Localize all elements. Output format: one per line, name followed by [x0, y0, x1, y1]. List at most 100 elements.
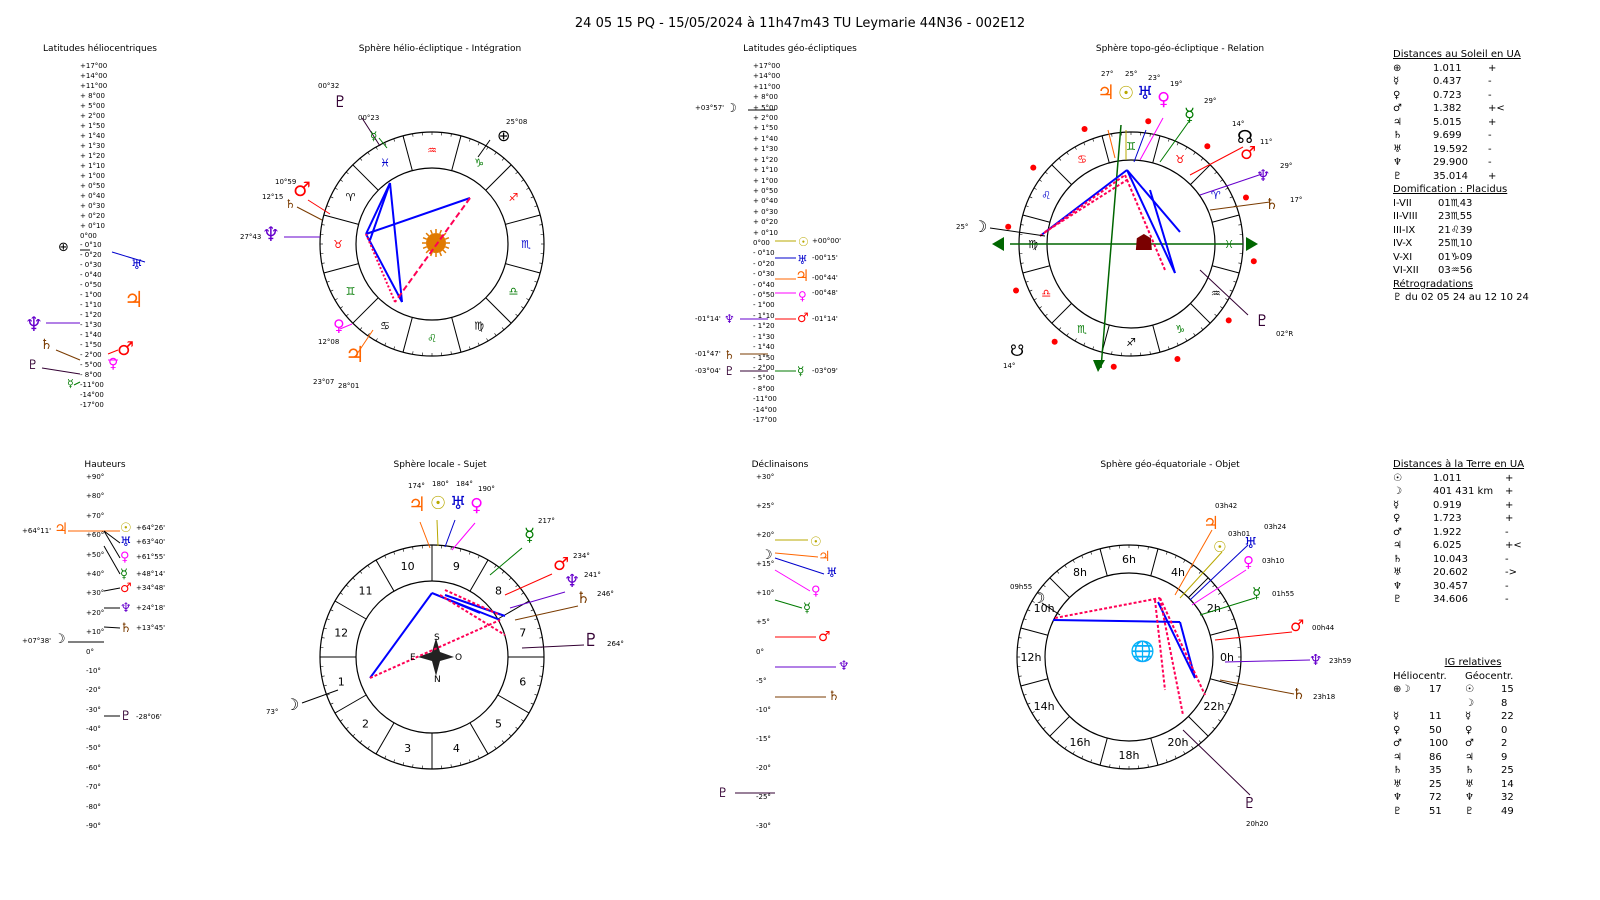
- house-dot: [1242, 194, 1249, 201]
- local-wheel-tick: [459, 762, 462, 766]
- eq-sun-label: 03h01: [1228, 530, 1251, 538]
- planet-pointer: [1191, 569, 1247, 606]
- panel-title-geo-lat: Latitudes géo-écliptiques: [743, 44, 857, 54]
- distance-value: 20.602: [1433, 567, 1468, 578]
- scale-tick: + 2°00: [80, 111, 105, 120]
- house-axis: II-VIII: [1393, 211, 1418, 222]
- planet-pointer: [1159, 119, 1191, 163]
- planet-pointer: [301, 689, 339, 704]
- scale-tick: +40°: [86, 569, 105, 578]
- topo-mercury-icon: ☿: [1184, 105, 1196, 126]
- south-arrow-icon: [1093, 360, 1105, 372]
- local-wheel-tick: [450, 546, 452, 550]
- scale-tick: + 1°10: [80, 161, 105, 170]
- planet-glyph: ♇: [1393, 170, 1402, 182]
- geo-glyph: ♃: [1465, 751, 1474, 763]
- house-cusp: 01♑09: [1438, 251, 1473, 263]
- helio-wheel-tick: [508, 164, 512, 168]
- earth-distance-title: Distances à la Terre en UA: [1393, 459, 1525, 470]
- equatorial-wheel-tick: [1165, 759, 1168, 763]
- planet-glyph: ☿: [1393, 499, 1400, 511]
- planet-pointer: [1214, 631, 1293, 641]
- local-jupiter-icon: ♃: [408, 492, 426, 516]
- geo-glyph: ♆: [1465, 792, 1474, 803]
- trend-sign: +: [1488, 62, 1497, 74]
- eq-uranus-label: 03h24: [1264, 523, 1287, 531]
- helio-wheel-tick: [346, 313, 349, 317]
- distance-value: 35.014: [1433, 170, 1468, 182]
- aspect-line: [369, 592, 433, 679]
- topo-wheel-label: ♉: [1175, 153, 1185, 166]
- scale-tick: -11°00: [80, 381, 104, 390]
- h-moon-label: +07°38': [22, 637, 52, 645]
- equatorial-wheel-tick: [1064, 565, 1067, 568]
- local-wheel-tick: [346, 584, 349, 588]
- helio-wheel-tick: [346, 171, 349, 175]
- geo-uranus-label: -00°15': [812, 254, 838, 262]
- helio-wheel-tick: [521, 306, 524, 309]
- topo-wheel-divider: [1022, 265, 1050, 274]
- helio-wheel-tick: [486, 146, 489, 150]
- equatorial-wheel-tick: [1183, 559, 1186, 563]
- d-pointer: [774, 569, 811, 592]
- h-saturn-label: +13°45': [136, 624, 166, 632]
- domification-row: VI-XII 03♒56: [1393, 264, 1573, 278]
- local-label-241: 241°: [584, 571, 601, 579]
- local-wheel-tick: [477, 755, 480, 759]
- ig-row: ♀ 50 ♀ 0: [1393, 724, 1553, 738]
- scale-tick: -70°: [86, 783, 101, 792]
- equatorial-wheel-label: 0h: [1220, 651, 1234, 664]
- topo-wheel-tick: [1111, 133, 1113, 137]
- scale-tick: - 1°30: [80, 321, 102, 330]
- equatorial-wheel-tick: [1109, 764, 1111, 768]
- trend-sign: -: [1488, 143, 1492, 155]
- planet-pointer: [339, 323, 353, 330]
- local-wheel-tick: [521, 719, 524, 722]
- planet-pointer: [436, 519, 439, 547]
- helio-wheel-label: ♑: [474, 157, 484, 170]
- planet-pointer: [1107, 129, 1116, 159]
- helio-wheel-divider: [485, 164, 512, 191]
- eq-uranus-icon: ♅: [1244, 534, 1258, 552]
- planet-pointer: [1189, 146, 1244, 176]
- house-dot: [1110, 363, 1117, 370]
- helio-wheel-label: ♌: [427, 332, 437, 345]
- equatorial-wheel-tick: [1231, 693, 1235, 696]
- topo-wheel-tick: [1214, 171, 1217, 175]
- topo-wheel-tick: [1051, 320, 1055, 324]
- d-pointer: [774, 599, 803, 609]
- planet-glyph: ♃: [1393, 540, 1402, 551]
- equatorial-wheel-tick: [1023, 693, 1027, 696]
- scale-tick: +11°00: [753, 82, 781, 91]
- house-dot: [1013, 287, 1020, 294]
- equatorial-wheel-label: 14h: [1034, 700, 1055, 713]
- local-wheel-tick: [501, 740, 505, 743]
- aspect-line: [431, 592, 481, 614]
- helio-wheel-tick: [515, 313, 518, 317]
- equatorial-wheel-divider: [1210, 678, 1238, 687]
- pluto-icon: ♇: [27, 358, 39, 373]
- helio-wheel-tick: [494, 152, 497, 155]
- local-wheel-tick: [340, 719, 343, 722]
- equatorial-wheel-tick: [1231, 618, 1235, 621]
- local-wheel-tick: [330, 702, 334, 705]
- geo-value: 2: [1501, 738, 1508, 749]
- topo-label-29a: 29°: [1204, 97, 1217, 105]
- house-axis: VI-XII: [1393, 265, 1419, 276]
- helio-pluto-icon: ♇: [333, 92, 348, 111]
- geo-jupiter-icon: ♃: [795, 266, 810, 285]
- planet-pointer: [307, 199, 331, 215]
- local-label-217: 217°: [538, 517, 555, 525]
- local-wheel-tick: [321, 637, 325, 639]
- mars-icon: ♂: [117, 338, 135, 360]
- local-wheel-tick: [359, 740, 363, 743]
- topo-label-29b: 29°: [1280, 162, 1293, 170]
- earth-distance-row: ♀ 1.723 +: [1393, 512, 1573, 526]
- scale-tick: + 0°20: [753, 218, 778, 227]
- sun-distance-table: Distances au Soleil en UA ⊕ 1.011 + ☿ 0.437 -…: [1393, 48, 1573, 305]
- sun-distance-row: ♃ 5.015 +: [1393, 116, 1573, 130]
- helio-wheel-tick: [402, 135, 405, 139]
- helio-wheel-tick: [321, 262, 325, 264]
- distance-value: 0.919: [1433, 499, 1462, 511]
- scale-tick: +30°: [86, 589, 105, 598]
